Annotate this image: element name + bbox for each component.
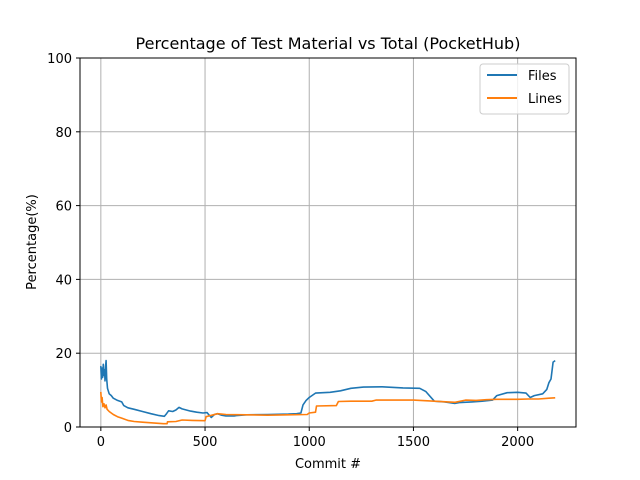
x-tick-label: 1500 (397, 435, 430, 450)
x-tick-label: 0 (97, 435, 105, 450)
x-tick-label: 1000 (293, 435, 326, 450)
y-tick-label: 40 (55, 273, 72, 288)
legend: Files Lines (479, 63, 570, 115)
y-tick-label: 60 (55, 200, 72, 215)
series-line-files (100, 359, 556, 419)
y-tick-label: 20 (55, 347, 72, 362)
y-tick-label: 80 (55, 126, 72, 141)
legend-label-lines: Lines (528, 92, 562, 107)
series-line-lines (100, 391, 556, 425)
y-tick-label: 0 (64, 421, 72, 436)
chart-title: Percentage of Test Material vs Total (Po… (136, 34, 521, 53)
x-axis-label: Commit # (295, 457, 361, 472)
x-axis-ticks: 0 500 1000 1500 2000 (97, 427, 534, 450)
x-tick-label: 500 (193, 435, 218, 450)
plot-frame (79, 57, 577, 428)
x-tick-label: 2000 (501, 435, 534, 450)
y-axis-label: Percentage(%) (25, 194, 40, 290)
y-axis-ticks: 0 20 40 60 80 100 (47, 52, 80, 436)
legend-label-files: Files (528, 69, 557, 84)
legend-box (479, 63, 570, 115)
series-lines (100, 359, 556, 425)
y-tick-label: 100 (47, 52, 72, 67)
